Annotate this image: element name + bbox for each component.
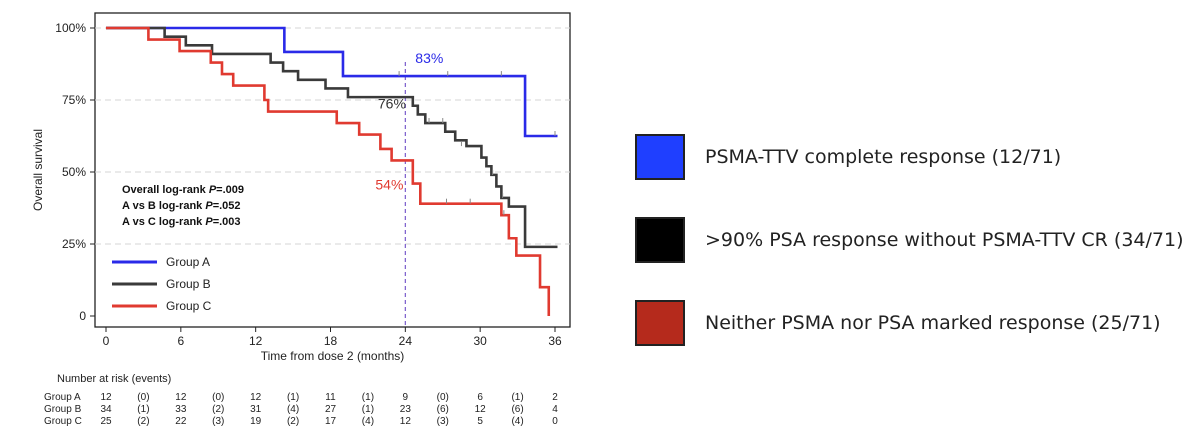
x-tick-label: 30 — [473, 334, 487, 348]
risk-table-row-label: Group C — [44, 416, 82, 427]
risk-table-cell: 11 — [325, 392, 336, 403]
risk-table-cell: 25 — [100, 416, 112, 427]
in-plot-legend-group-a-label: Group A — [166, 255, 210, 269]
risk-table-cell: (0) — [137, 392, 149, 403]
y-tick-label: 25% — [62, 237, 86, 251]
risk-table-cell: 31 — [250, 404, 262, 415]
risk-table-title: Number at risk (events) — [57, 373, 171, 385]
risk-table-cell: 12 — [475, 404, 487, 415]
group-legend-item-b: >90% PSA response without PSMA-TTV CR (3… — [635, 217, 1184, 263]
group-a-legend-label: PSMA-TTV complete response (12/71) — [705, 146, 1062, 168]
survival-annotation: 76% — [378, 96, 406, 112]
risk-table-cell: 12 — [400, 416, 412, 427]
risk-table-cell: (1) — [287, 392, 299, 403]
risk-table-cell: 9 — [403, 392, 409, 403]
risk-table-cell: 17 — [325, 416, 337, 427]
risk-table-cell: (1) — [511, 392, 523, 403]
x-axis-title: Time from dose 2 (months) — [261, 349, 405, 363]
risk-table-cell: (3) — [212, 416, 224, 427]
group-b-legend-label: >90% PSA response without PSMA-TTV CR (3… — [705, 229, 1184, 251]
risk-table-cell: (1) — [137, 404, 149, 415]
risk-table-cell: 5 — [477, 416, 483, 427]
risk-table-cell: 12 — [175, 392, 187, 403]
risk-table-row-label: Group B — [44, 404, 82, 415]
risk-table-cell: 27 — [325, 404, 337, 415]
x-tick-label: 0 — [103, 334, 110, 348]
survival-annotation: 54% — [375, 176, 403, 192]
risk-table-cell: 34 — [100, 404, 112, 415]
plot-frame — [94, 12, 571, 328]
group-legend: PSMA-TTV complete response (12/71) >90% … — [635, 0, 1195, 438]
group-c-survival-curve — [106, 26, 551, 316]
risk-table-cell: (3) — [437, 416, 449, 427]
risk-table-cell: (0) — [212, 392, 224, 403]
group-legend-item-a: PSMA-TTV complete response (12/71) — [635, 134, 1061, 180]
risk-table-cell: (2) — [287, 416, 299, 427]
risk-table-cell: (2) — [137, 416, 149, 427]
risk-table-cell: 6 — [477, 392, 483, 403]
x-tick-label: 6 — [177, 334, 184, 348]
y-tick-label: 0 — [79, 309, 86, 323]
log-rank-stat: A vs B log-rank P=.052 — [122, 200, 241, 212]
risk-table-row-label: Group A — [44, 392, 81, 403]
x-tick-label: 24 — [399, 334, 413, 348]
x-tick-label: 12 — [249, 334, 263, 348]
risk-table-cell: (4) — [511, 416, 523, 427]
risk-table-cell: 2 — [552, 392, 558, 403]
group-c-swatch — [635, 300, 685, 346]
risk-table-cell: 19 — [250, 416, 262, 427]
risk-table-cell: 22 — [175, 416, 187, 427]
risk-table-cell: 23 — [400, 404, 412, 415]
survival-annotation: 83% — [415, 50, 443, 66]
log-rank-stat: Overall log-rank P=.009 — [122, 184, 244, 196]
in-plot-legend-group-b-label: Group B — [166, 277, 211, 291]
risk-table-cell: 4 — [552, 404, 558, 415]
risk-table-cell: (0) — [437, 392, 449, 403]
risk-table-cell: (1) — [362, 392, 374, 403]
risk-table-cell: 33 — [175, 404, 187, 415]
y-tick-label: 50% — [62, 165, 86, 179]
risk-table-cell: (4) — [362, 416, 374, 427]
risk-table-cell: (4) — [287, 404, 299, 415]
in-plot-legend-group-c-label: Group C — [166, 299, 212, 313]
group-b-swatch — [635, 217, 685, 263]
risk-table-cell: (6) — [437, 404, 449, 415]
risk-table-cell: 0 — [552, 416, 558, 427]
risk-table-cell: (6) — [511, 404, 523, 415]
risk-table-cell: 12 — [250, 392, 262, 403]
risk-table-cell: (2) — [212, 404, 224, 415]
risk-table-cell: 12 — [100, 392, 112, 403]
group-legend-item-c: Neither PSMA nor PSA marked response (25… — [635, 300, 1161, 346]
risk-table-cell: (1) — [362, 404, 374, 415]
group-a-survival-curve — [106, 26, 558, 138]
y-tick-label: 100% — [55, 21, 86, 35]
group-c-legend-label: Neither PSMA nor PSA marked response (25… — [705, 312, 1161, 334]
y-axis-title: Overall survival — [31, 129, 45, 211]
x-tick-label: 36 — [548, 334, 562, 348]
group-a-swatch — [635, 134, 685, 180]
group-b-survival-curve — [106, 26, 558, 249]
log-rank-stat: A vs C log-rank P=.003 — [122, 216, 241, 228]
x-tick-label: 18 — [324, 334, 338, 348]
y-tick-label: 75% — [62, 93, 86, 107]
